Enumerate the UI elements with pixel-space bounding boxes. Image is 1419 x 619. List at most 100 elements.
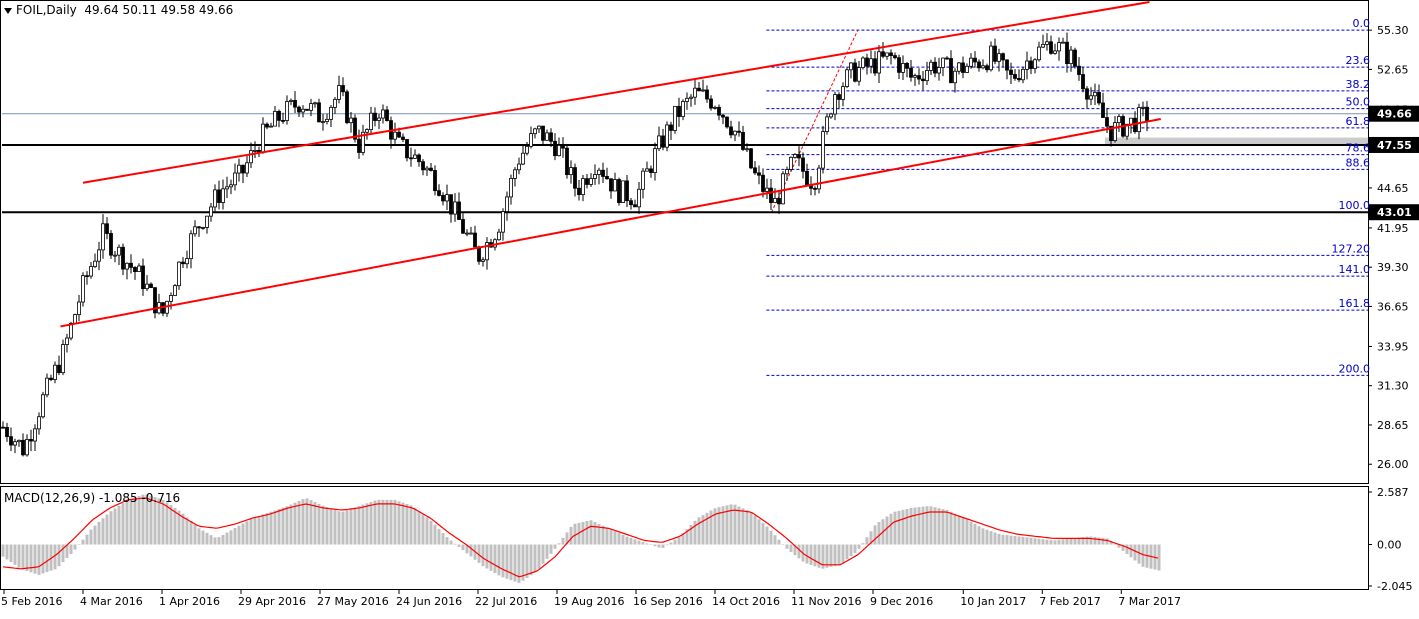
candle-body: [49, 377, 53, 380]
macd-histogram-bar: [1157, 544, 1161, 571]
macd-histogram-bar: [181, 513, 185, 545]
macd-histogram-bar: [689, 524, 693, 545]
candle-body: [81, 275, 85, 303]
candle-body: [73, 314, 77, 324]
macd-histogram-bar: [153, 497, 157, 545]
macd-histogram-bar: [1129, 544, 1133, 558]
macd-histogram-bar: [909, 508, 913, 545]
candle-body: [761, 174, 765, 192]
macd-histogram-bar: [309, 500, 313, 545]
candle-body: [557, 145, 561, 157]
date-tick-label: 29 Apr 2016: [238, 595, 306, 608]
macd-histogram-bar: [9, 544, 13, 563]
dropdown-triangle-icon[interactable]: [4, 7, 12, 14]
macd-histogram-bar: [933, 507, 937, 545]
macd-histogram-bar: [125, 500, 129, 545]
macd-histogram-bar: [109, 511, 113, 545]
candle-body: [985, 65, 989, 71]
macd-histogram-bar: [461, 544, 465, 551]
candle-body: [597, 169, 601, 175]
macd-histogram-bar: [213, 537, 217, 545]
macd-histogram-bar: [521, 544, 525, 581]
macd-histogram-bar: [569, 526, 573, 545]
macd-histogram-bar: [725, 505, 729, 545]
macd-histogram-bar: [637, 540, 641, 545]
macd-histogram-bar: [821, 544, 825, 569]
candle-body: [345, 91, 349, 124]
candle-body: [473, 232, 477, 248]
macd-histogram-bar: [477, 544, 481, 563]
candle-body: [289, 99, 293, 102]
macd-histogram-bar: [869, 531, 873, 545]
macd-histogram-bar: [45, 544, 49, 573]
candle-body: [393, 131, 397, 140]
macd-histogram-bar: [733, 504, 737, 545]
macd-histogram-bar: [217, 537, 221, 545]
macd-histogram-bar: [301, 499, 305, 545]
candle-body: [273, 110, 277, 127]
candle-body: [797, 154, 801, 159]
candle-body: [313, 102, 317, 105]
macd-histogram-bar: [893, 511, 897, 545]
candle-body: [1061, 41, 1065, 44]
macd-histogram-bar: [465, 544, 469, 554]
candle-body: [709, 98, 713, 109]
candle-body: [233, 172, 237, 186]
macd-histogram-bar: [709, 510, 713, 545]
macd-histogram-bar: [581, 521, 585, 545]
candle-body: [953, 70, 957, 84]
candle-body: [25, 439, 29, 456]
macd-histogram-bar: [481, 544, 485, 567]
price-tag-label: 47.55: [1377, 139, 1412, 152]
candle-body: [177, 261, 181, 287]
macd-histogram-bar: [673, 539, 677, 545]
macd-histogram-bar: [1049, 540, 1053, 545]
candle-body: [649, 168, 653, 173]
macd-histogram-bar: [237, 525, 241, 545]
macd-histogram-bar: [677, 536, 681, 545]
candle-body: [821, 131, 825, 169]
macd-histogram-bar: [1005, 535, 1009, 545]
macd-histogram-bar: [509, 544, 513, 581]
candle-body: [569, 167, 573, 176]
candle-body: [817, 167, 821, 190]
candle-body: [601, 169, 605, 177]
macd-histogram-bar: [953, 513, 957, 545]
fib-level-label: 61.8: [1346, 115, 1371, 128]
candle-body: [605, 176, 609, 180]
fib-level-label: 50.0: [1346, 96, 1371, 109]
macd-histogram-bar: [973, 523, 977, 545]
fib-level-label: 127.20: [1332, 242, 1371, 255]
macd-histogram-bar: [289, 504, 293, 545]
candle-body: [21, 439, 25, 456]
macd-histogram-bar: [793, 544, 797, 556]
macd-histogram-bar: [117, 505, 121, 545]
macd-histogram-bar: [261, 514, 265, 545]
macd-histogram-bar: [625, 536, 629, 545]
macd-histogram-bar: [157, 498, 161, 545]
candle-body: [633, 204, 637, 208]
candle-body: [681, 101, 685, 117]
candle-body: [737, 130, 741, 133]
candle-body: [141, 265, 145, 290]
candle-body: [97, 249, 101, 262]
macd-histogram-bar: [993, 532, 997, 545]
macd-histogram-bar: [169, 505, 173, 545]
date-tick-label: 14 Oct 2016: [712, 595, 780, 608]
candle-body: [217, 189, 221, 203]
date-tick-label: 5 Feb 2016: [1, 595, 62, 608]
support-zone-layer: [1105, 137, 1368, 145]
macd-histogram-bar: [1001, 534, 1005, 545]
macd-histogram-bar: [645, 543, 649, 545]
channel-layer: [60, 1, 1161, 328]
price-tick-label: 31.30: [1377, 380, 1409, 393]
macd-histogram-bar: [829, 544, 833, 567]
macd-histogram-bar: [281, 507, 285, 545]
candle-body: [733, 130, 737, 136]
candle-body: [833, 94, 837, 115]
candle-body: [957, 62, 961, 72]
candle-body: [169, 295, 173, 302]
macd-histogram-bar: [1065, 538, 1069, 545]
macd-histogram-bar: [837, 544, 841, 566]
